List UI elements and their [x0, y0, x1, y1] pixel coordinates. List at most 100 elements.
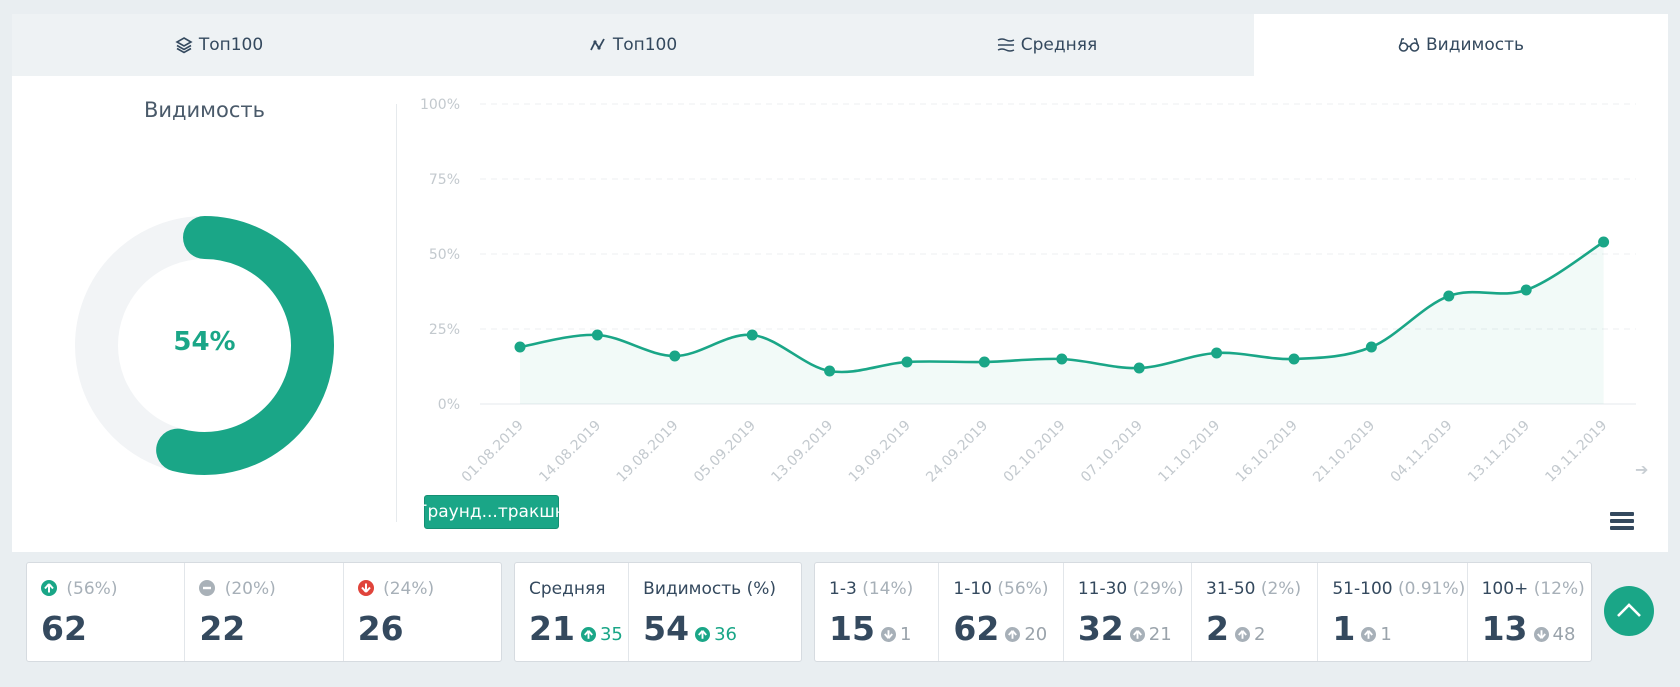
data-point — [1598, 236, 1610, 248]
tab-label: Видимость — [1425, 35, 1524, 55]
ranges-group: 1-3 (14%) 15 1 1-10 (56%) 62 20 11-30 (29%) 32 2… — [814, 562, 1592, 662]
tab-bar: Топ100 Топ100 Средняя Видимость — [12, 14, 1668, 76]
positions-up-value: 62 — [41, 609, 87, 648]
arrow-up-circle-icon — [1129, 627, 1145, 642]
data-point — [1288, 353, 1300, 365]
visibility-label: Видимость (%) — [643, 579, 777, 599]
arrow-down-circle-icon — [357, 580, 374, 596]
arrow-up-circle-icon — [1361, 627, 1377, 642]
x-tick-label: 24.09.2019 — [923, 418, 991, 486]
range-delta: 1 — [899, 624, 912, 645]
average-label: Средняя — [529, 579, 606, 599]
arrow-down-circle-icon — [880, 627, 896, 642]
range-label: 31-50 — [1206, 579, 1256, 599]
data-point — [746, 329, 758, 341]
tab-label: Средняя — [1020, 35, 1098, 55]
chart-scroll-arrow-icon[interactable]: ➔ — [1635, 460, 1649, 479]
legend-item-series[interactable]: Граунд...тракшн — [417, 495, 566, 529]
x-tick-label: 07.10.2019 — [1078, 418, 1146, 486]
data-point — [824, 365, 836, 377]
range-cell-1: 1-10 (56%) 62 20 — [939, 563, 1064, 661]
arrow-up-circle-icon — [580, 627, 596, 642]
metrics-group: Средняя 21 35 Видимость (%) 54 36 — [514, 562, 802, 662]
arrow-up-circle-icon — [41, 580, 57, 596]
positions-up-cell: (56%) 62 — [27, 563, 186, 661]
average-icon — [997, 38, 1015, 52]
x-tick-label: 16.10.2019 — [1233, 418, 1301, 486]
data-point — [514, 341, 526, 353]
range-label: 100+ — [1481, 579, 1529, 599]
arrow-down-circle-icon — [1533, 627, 1549, 642]
scroll-top-button[interactable] — [1604, 586, 1654, 636]
positions-same-cell: (20%) 22 — [185, 563, 344, 661]
range-value: 2 — [1206, 609, 1230, 648]
x-tick-label: 21.10.2019 — [1310, 418, 1378, 486]
positions-same-pct: (20%) — [224, 579, 276, 599]
tab-label: Топ100 — [612, 35, 678, 55]
y-tick-label: 75% — [429, 172, 460, 188]
visibility-chart: 100% 75% 50% 25% 0% 01.08.2019 14.08.2019 19.08… — [420, 97, 1636, 486]
x-tick-label: 14.08.2019 — [536, 418, 604, 486]
donut-title: Видимость — [143, 98, 266, 122]
range-value: 13 — [1481, 609, 1528, 648]
positions-down-value: 26 — [357, 609, 404, 648]
range-delta: 1 — [1380, 624, 1392, 645]
tab-top100-layers[interactable]: Топ100 — [12, 14, 426, 76]
tab-average[interactable]: Средняя — [840, 14, 1254, 76]
chart-menu-icon[interactable] — [1610, 512, 1634, 532]
visibility-delta: 36 — [714, 624, 738, 645]
x-tick-label: 05.09.2019 — [691, 418, 759, 486]
range-pct: (56%) — [997, 579, 1049, 599]
positions-same-value: 22 — [199, 609, 246, 648]
range-pct: (2%) — [1260, 579, 1302, 599]
range-pct: (0.91%) — [1397, 579, 1466, 599]
range-delta: 2 — [1254, 624, 1266, 645]
x-tick-label: 13.11.2019 — [1465, 418, 1533, 486]
visibility-cell: Видимость (%) 54 36 — [629, 563, 801, 661]
series-area — [520, 242, 1604, 404]
divider — [396, 104, 397, 522]
range-cell-3: 31-50 (2%) 2 2 — [1192, 563, 1319, 661]
minus-circle-icon — [199, 580, 216, 596]
data-point — [1365, 341, 1377, 353]
x-tick-label: 19.08.2019 — [614, 418, 682, 486]
range-delta: 21 — [1148, 624, 1172, 645]
positions-down-pct: (24%) — [383, 579, 435, 599]
donut-value: 54% — [173, 327, 236, 357]
range-label: 1-3 — [829, 579, 857, 599]
data-point — [1520, 284, 1532, 296]
range-value: 1 — [1332, 609, 1356, 648]
y-tick-label: 25% — [429, 322, 460, 338]
x-tick-label: 13.09.2019 — [768, 418, 836, 486]
range-value: 15 — [829, 609, 875, 648]
range-pct: (14%) — [862, 579, 914, 599]
trend-icon — [590, 38, 605, 51]
range-delta: 48 — [1552, 624, 1576, 645]
range-delta: 20 — [1024, 624, 1048, 645]
arrow-up-circle-icon — [1235, 627, 1251, 642]
position-changes-group: (56%) 62 (20%) 22 (24%) 26 — [26, 562, 502, 662]
data-point — [978, 356, 990, 368]
y-tick-label: 50% — [429, 247, 460, 263]
range-cell-5: 100+ (12%) 13 48 — [1468, 563, 1591, 661]
x-tick-label: 01.08.2019 — [459, 418, 527, 486]
glasses-icon — [1398, 38, 1420, 52]
arrow-up-circle-icon — [695, 627, 711, 642]
range-pct: (29%) — [1132, 579, 1184, 599]
tab-top100-trend[interactable]: Топ100 — [426, 14, 840, 76]
visibility-value: 54 — [643, 609, 690, 648]
positions-up-pct: (56%) — [66, 579, 118, 599]
average-delta: 35 — [599, 624, 623, 645]
tab-visibility[interactable]: Видимость — [1254, 14, 1668, 76]
donut-arc — [156, 216, 334, 475]
range-cell-0: 1-3 (14%) 15 1 — [815, 563, 940, 661]
range-label: 51-100 — [1332, 579, 1393, 599]
x-tick-label: 04.11.2019 — [1388, 418, 1456, 486]
data-point — [1056, 353, 1068, 365]
range-label: 1-10 — [953, 579, 992, 599]
arrow-up-circle-icon — [1005, 627, 1021, 642]
range-cell-2: 11-30 (29%) 32 21 — [1064, 563, 1193, 661]
range-value: 62 — [953, 609, 1000, 648]
positions-down-cell: (24%) 26 — [344, 563, 501, 661]
range-label: 11-30 — [1077, 579, 1128, 599]
